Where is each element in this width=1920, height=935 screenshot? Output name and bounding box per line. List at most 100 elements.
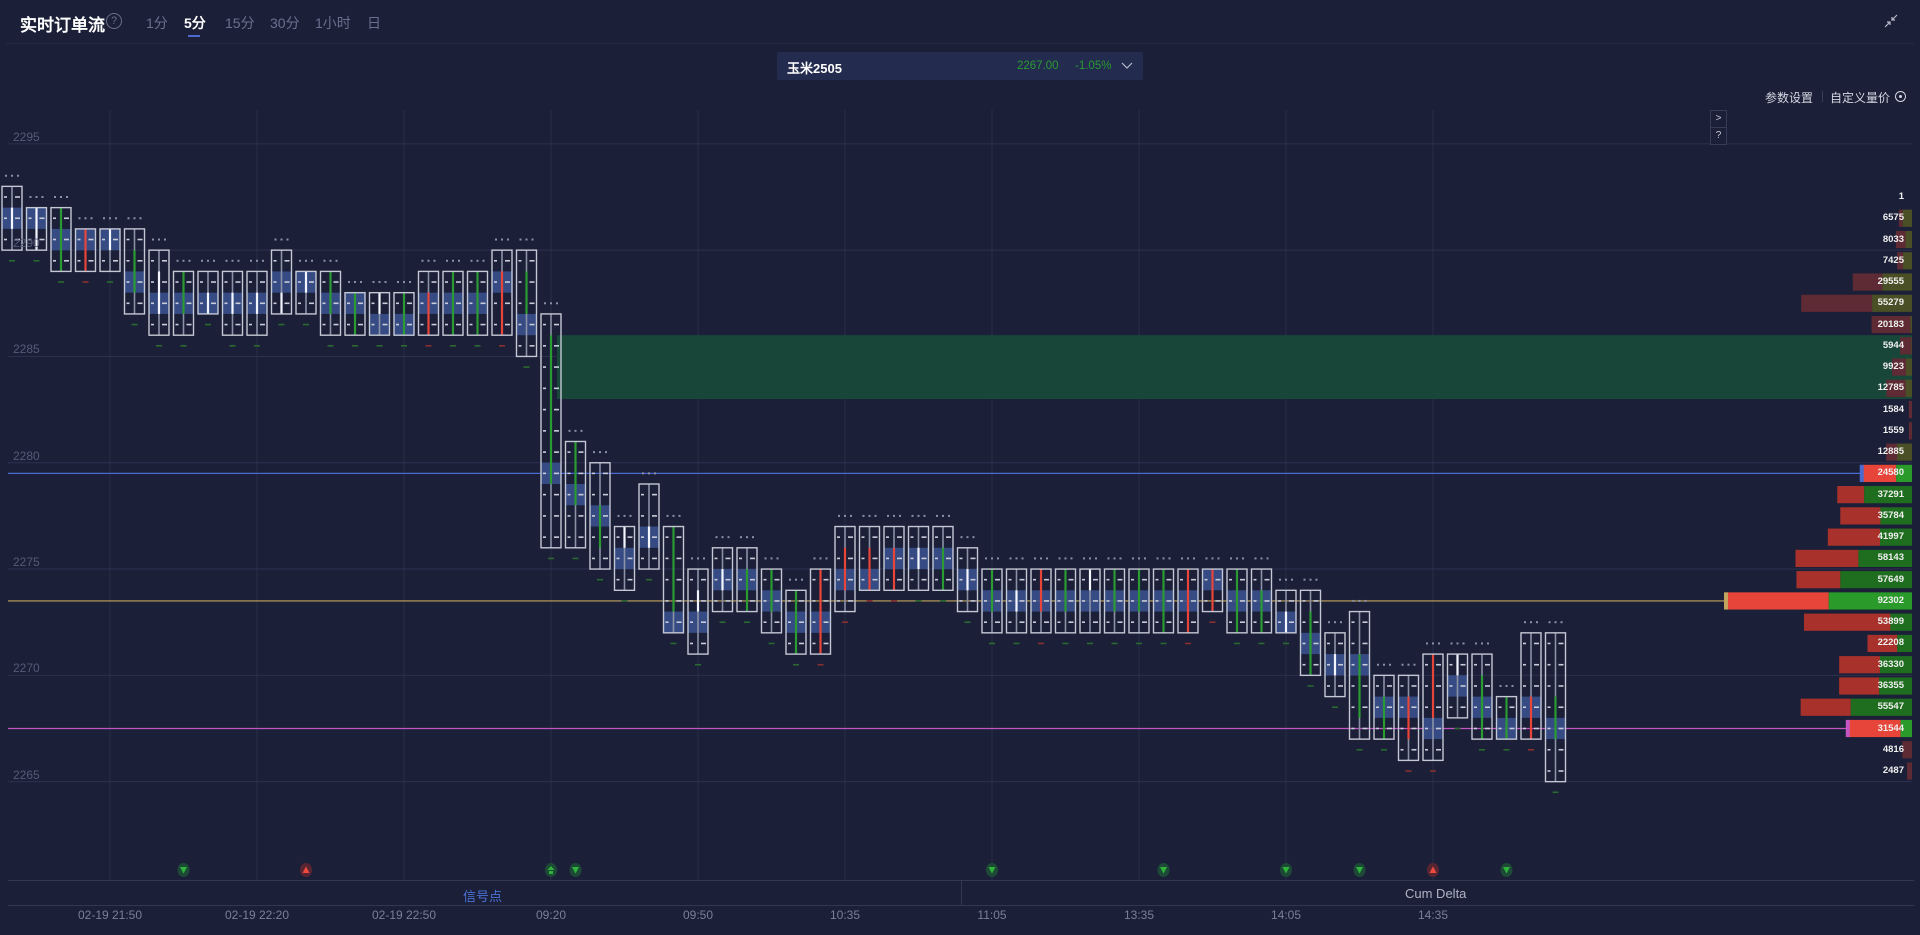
- empty-row-dot: [207, 259, 209, 262]
- footprint-candle: [99, 217, 121, 283]
- help-icon[interactable]: ?: [106, 13, 122, 29]
- delta-mark: [670, 642, 677, 645]
- sell-volume-bar: [1908, 422, 1912, 440]
- tab-1hour[interactable]: 1小时: [315, 15, 351, 31]
- price-axis-label: 2275: [13, 555, 40, 570]
- bid-volume-cell: [469, 281, 473, 283]
- time-axis-label: 14:35: [1417, 908, 1449, 922]
- candle-box: [1177, 568, 1199, 634]
- bid-volume-cell: [665, 557, 669, 560]
- empty-row-dot: [801, 578, 803, 581]
- bid-volume-cell: [1327, 663, 1330, 666]
- tab-cum-delta[interactable]: Cum Delta: [1405, 886, 1467, 901]
- bid-volume-cell: [567, 451, 571, 453]
- footprint-candle: [417, 259, 440, 347]
- expand-button[interactable]: >: [1710, 110, 1727, 128]
- empty-row-dot: [329, 259, 332, 262]
- delta-mark: [180, 345, 187, 347]
- level-marker: [1845, 719, 1850, 738]
- chevron-down-icon[interactable]: [1121, 59, 1133, 71]
- help-button[interactable]: ?: [1710, 127, 1727, 145]
- page-title: 实时订单流: [20, 16, 105, 35]
- buy-volume-bar: [1905, 379, 1912, 397]
- buy-volume-bar: [1890, 613, 1912, 631]
- buy-volume-bar: [1864, 486, 1912, 504]
- footprint-candle: [1275, 578, 1297, 645]
- candle-box: [1422, 653, 1444, 762]
- bid-volume-cell: [175, 323, 179, 326]
- bid-volume-cell: [592, 557, 595, 560]
- ask-volume-cell: [529, 281, 535, 283]
- footprint-candle: [246, 259, 268, 347]
- empty-row-dot: [1377, 663, 1379, 666]
- tab-day[interactable]: 日: [367, 15, 381, 31]
- empty-row-dot: [1285, 578, 1287, 581]
- empty-row-dot: [1181, 557, 1183, 560]
- delta-mark: [646, 578, 652, 581]
- signal-marker: [1353, 863, 1366, 877]
- ask-volume-cell: [848, 578, 853, 581]
- ask-volume-cell: [1313, 642, 1319, 645]
- empty-row-dot: [715, 536, 718, 539]
- candle-box: [981, 568, 1003, 634]
- bid-volume-cell: [763, 578, 767, 581]
- empty-row-dot: [850, 514, 852, 517]
- candle-box: [736, 547, 758, 613]
- delta-mark: [1258, 642, 1265, 645]
- ask-volume-cell: [676, 578, 682, 581]
- empty-row-dot: [838, 514, 840, 517]
- bid-volume-cell: [1008, 600, 1012, 602]
- ask-volume-cell: [1068, 600, 1074, 602]
- volume-profile-row: [1800, 698, 1912, 716]
- bid-volume-cell: [420, 302, 424, 305]
- collapse-arrows-icon[interactable]: [1884, 14, 1898, 28]
- ask-volume-cell: [1485, 685, 1490, 687]
- empty-row-dot: [899, 514, 901, 517]
- delta-mark: [572, 557, 579, 560]
- delta-mark: [254, 345, 260, 347]
- custom-volume-price-button[interactable]: 自定义量价: [1830, 91, 1891, 105]
- volume-profile-row: [1839, 677, 1912, 695]
- volume-profile-row: [1837, 486, 1912, 504]
- volume-profile-value: 8033: [1882, 233, 1904, 245]
- candle-box: [50, 206, 72, 273]
- candle-box: [785, 589, 807, 655]
- bid-volume-cell: [1057, 621, 1061, 623]
- tab-1min[interactable]: 1分: [146, 15, 168, 31]
- bid-volume-cell: [1327, 685, 1330, 687]
- tab-signal-points[interactable]: 信号点: [463, 889, 503, 904]
- ask-volume-cell: [260, 323, 265, 326]
- buy-volume-bar: [1880, 507, 1912, 525]
- delta-mark: [107, 281, 113, 283]
- ask-volume-cell: [1068, 621, 1074, 623]
- bid-volume-cell: [543, 387, 546, 390]
- bid-volume-cell: [298, 281, 301, 283]
- ask-volume-cell: [113, 238, 118, 241]
- bid-volume-cell: [1400, 748, 1404, 751]
- empty-row-dot: [501, 238, 503, 241]
- ask-volume-cell: [1362, 727, 1368, 730]
- signal-marker: [177, 863, 190, 877]
- bid-volume-cell: [665, 621, 669, 623]
- empty-row-dot: [1156, 557, 1159, 560]
- bid-volume-cell: [910, 578, 914, 581]
- ask-volume-cell: [1044, 600, 1049, 602]
- tab-30min[interactable]: 30分: [270, 15, 300, 31]
- bid-volume-cell: [812, 621, 816, 623]
- arrow-down-icon: [1160, 867, 1167, 874]
- instrument-selector[interactable]: 玉米2505 2267.00 -1.05%: [777, 52, 1143, 80]
- ask-volume-cell: [137, 259, 143, 262]
- bid-volume-cell: [1547, 642, 1551, 645]
- target-icon[interactable]: [1895, 91, 1906, 102]
- ask-volume-cell: [1362, 685, 1368, 687]
- bid-volume-cell: [273, 259, 277, 262]
- params-settings-button[interactable]: 参数设置: [1765, 91, 1814, 105]
- volume-profile-value: 41997: [1877, 531, 1904, 543]
- bid-volume-cell: [567, 472, 571, 475]
- candle-box: [148, 249, 170, 336]
- footprint-candle: [1054, 557, 1077, 645]
- empty-row-dot: [1438, 642, 1440, 645]
- tab-5min[interactable]: 5分: [184, 15, 206, 31]
- tab-15min[interactable]: 15分: [225, 15, 255, 31]
